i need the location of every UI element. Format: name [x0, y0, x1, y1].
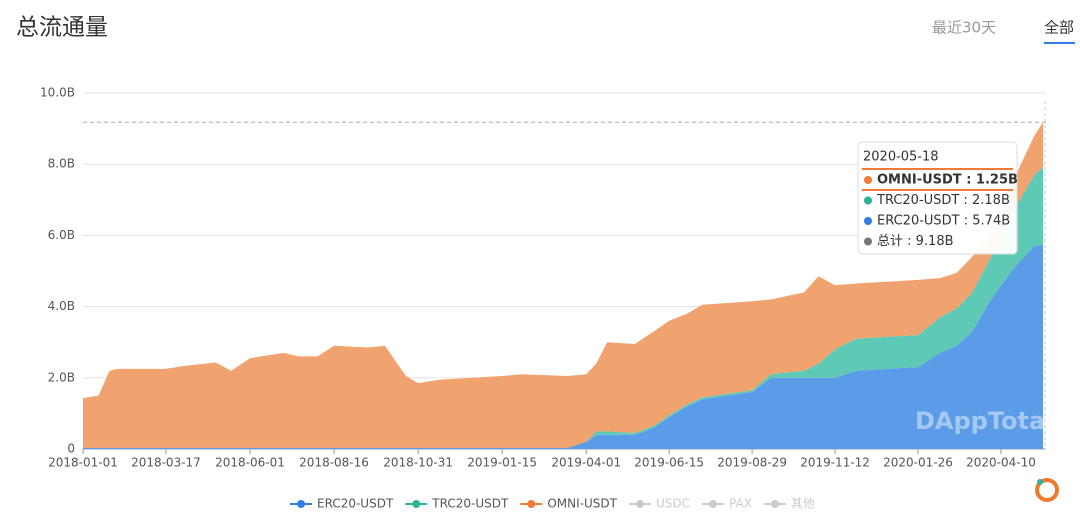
tooltip-dot — [864, 217, 872, 225]
y-tick-label: 0 — [67, 442, 75, 456]
legend-dot — [708, 500, 717, 508]
legend-label[interactable]: OMNI-USDT — [547, 497, 617, 511]
page-title: 总流通量 — [16, 15, 108, 41]
logo-icon[interactable] — [1035, 478, 1059, 502]
legend-dot — [412, 500, 421, 508]
x-tick-label: 2019-04-01 — [551, 456, 621, 470]
tab[interactable]: 全部 — [1044, 19, 1074, 37]
y-tick-label: 6.0B — [48, 228, 75, 242]
tooltip-item: TRC20-USDT : 2.18B — [876, 193, 1010, 208]
logo-dot — [1037, 479, 1043, 485]
legend-label[interactable]: USDC — [656, 497, 690, 511]
x-tick-label: 2018-01-01 — [48, 456, 118, 470]
tooltip-dot — [864, 237, 872, 246]
legend-label[interactable]: PAX — [729, 497, 752, 511]
x-tick-label: 2018-06-01 — [215, 456, 285, 470]
legend-label[interactable]: TRC20-USDT — [431, 497, 509, 511]
tooltip-dot — [864, 176, 872, 184]
area — [83, 122, 1043, 448]
tooltip-item: OMNI-USDT : 1.25B — [877, 173, 1018, 188]
legend-dot — [635, 500, 644, 508]
area — [83, 167, 1043, 448]
y-tick-label: 8.0B — [48, 157, 75, 171]
x-tick-label: 2019-08-29 — [717, 456, 787, 470]
area — [83, 244, 1043, 449]
x-tick-label: 2019-01-15 — [467, 456, 537, 470]
tooltip-item: ERC20-USDT : 5.74B — [877, 214, 1010, 229]
legend-dot — [297, 500, 305, 508]
x-tick-label: 2019-11-12 — [800, 456, 870, 470]
x-tick-label: 2018-03-17 — [131, 456, 201, 470]
tooltip-dot — [864, 196, 872, 205]
legend-dot — [770, 500, 779, 508]
legend-label[interactable]: 其他 — [791, 497, 815, 511]
y-tick-label: 4.0B — [48, 299, 75, 313]
x-tick-label: 2020-01-26 — [883, 456, 953, 470]
x-tick-label: 2018-08-16 — [299, 456, 369, 470]
tooltip-date: 2020-05-18 — [863, 150, 939, 165]
tooltip-item: 总计 : 9.18B — [877, 234, 954, 249]
x-tick-label: 2020-04-10 — [966, 456, 1036, 470]
tab[interactable]: 最近30天 — [932, 19, 996, 37]
plot: 0 2.0B 4.0B 6.0B 8.0B 10.0B 2018-01-01 2018-03-… — [40, 86, 1053, 511]
y-tick-label: 10.0B — [40, 86, 75, 100]
legend-label[interactable]: ERC20-USDT — [317, 497, 394, 511]
x-tick-label: 2019-06-15 — [634, 456, 704, 470]
x-tick-label: 2018-10-31 — [383, 456, 453, 470]
y-tick-label: 2.0B — [48, 370, 75, 384]
legend-dot — [527, 500, 536, 508]
watermark: DAppTotal — [915, 407, 1053, 435]
